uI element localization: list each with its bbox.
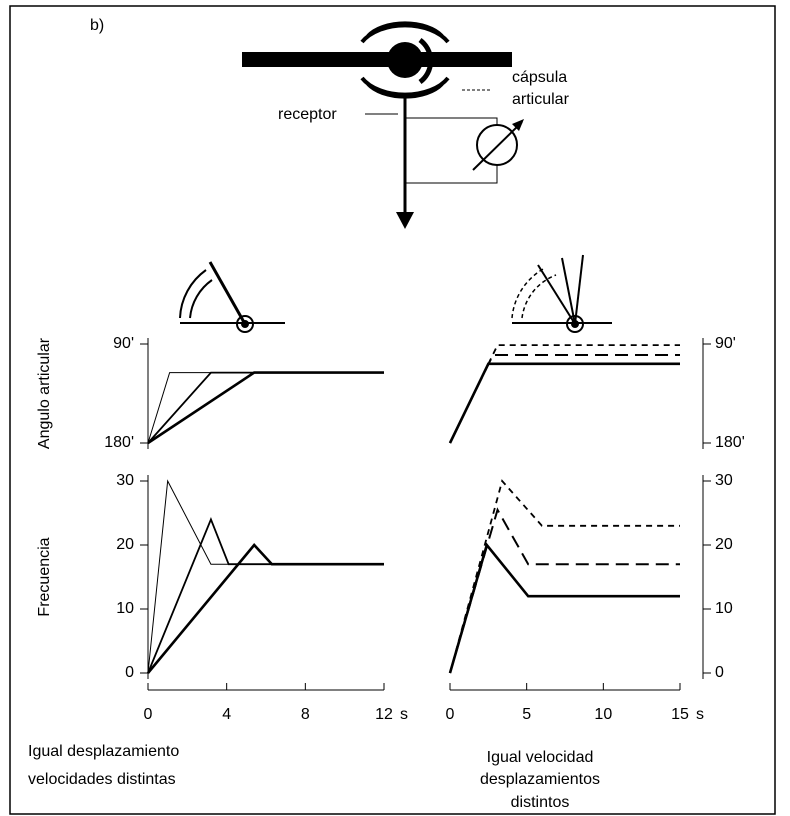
data-line	[146, 543, 384, 674]
y-tick-label: 10	[116, 600, 134, 617]
panel-label: b)	[90, 17, 104, 34]
x-tick-label: 10	[594, 706, 612, 723]
x-tick-label: 0	[144, 706, 153, 723]
x-tick-label: 15	[671, 706, 689, 723]
data-line	[147, 516, 384, 674]
caption: Igual velocidad	[487, 749, 594, 766]
data-line	[449, 344, 680, 444]
x-tick-label: 4	[222, 706, 231, 723]
y-tick-label: 180'	[104, 434, 134, 451]
data-line	[449, 354, 680, 444]
y-tick-label: 20	[715, 536, 733, 553]
x-tick-label: 12	[375, 706, 393, 723]
y-tick-label: 0	[715, 664, 724, 681]
receptor-label: receptor	[278, 106, 337, 123]
y-tick-label: 180'	[715, 434, 745, 451]
y-tick-label: 90'	[715, 335, 736, 352]
data-line	[147, 479, 384, 674]
caption: desplazamientos	[480, 771, 600, 788]
data-line	[449, 507, 680, 674]
y-tick-label: 30	[116, 472, 134, 489]
caption: velocidades distintas	[28, 771, 176, 788]
y-axis-label: Angulo articular	[36, 337, 53, 449]
data-line	[147, 371, 384, 444]
y-tick-label: 90'	[113, 335, 134, 352]
capsule-label: articular	[512, 91, 570, 108]
frame	[9, 5, 776, 815]
angle-icon	[179, 261, 285, 333]
y-tick-label: 20	[116, 536, 134, 553]
joint-diagram	[242, 21, 524, 229]
capsule-label: cápsula	[512, 69, 567, 86]
y-tick-label: 10	[715, 600, 733, 617]
x-tick-label: 0	[446, 706, 455, 723]
caption: distintos	[511, 794, 570, 811]
caption: Igual desplazamiento	[28, 743, 179, 760]
data-line	[448, 542, 680, 674]
data-line	[147, 372, 384, 444]
angle-icon	[511, 254, 612, 333]
x-tick-label: 5	[522, 706, 531, 723]
y-axis-label: Frecuencia	[36, 537, 53, 616]
y-tick-label: 0	[125, 664, 134, 681]
x-axis-label: s	[400, 706, 408, 723]
x-axis-label: s	[696, 706, 704, 723]
x-tick-label: 8	[301, 706, 310, 723]
data-line	[147, 371, 384, 445]
data-line	[448, 362, 680, 444]
data-line	[449, 479, 680, 674]
y-tick-label: 30	[715, 472, 733, 489]
